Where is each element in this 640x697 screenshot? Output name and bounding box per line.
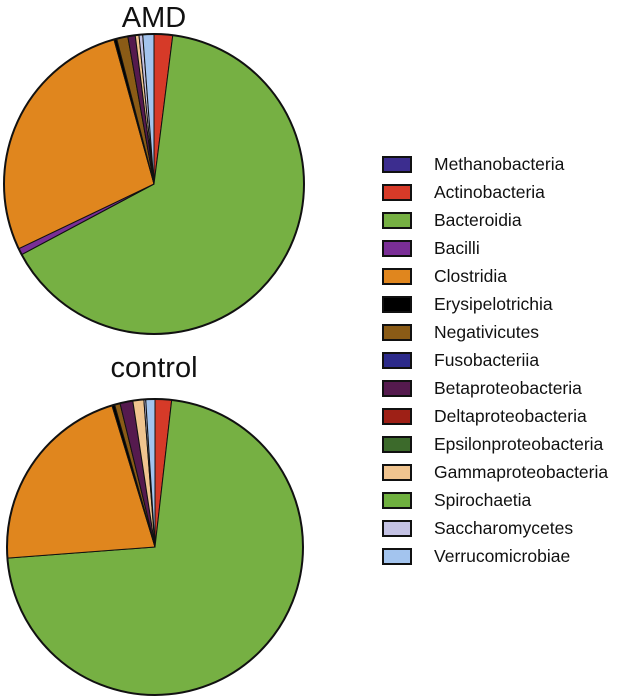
legend-item: Gammaproteobacteria — [382, 458, 608, 486]
legend-item: Betaproteobacteria — [382, 374, 608, 402]
legend-swatch — [382, 323, 412, 341]
legend-label: Actinobacteria — [434, 181, 545, 202]
legend-item: Saccharomycetes — [382, 514, 608, 542]
legend-swatch — [382, 379, 412, 397]
legend-label: Epsilonproteobacteria — [434, 433, 604, 454]
legend-label: Fusobacteriia — [434, 349, 540, 370]
legend-swatch — [382, 239, 412, 257]
legend-item: Erysipelotrichia — [382, 290, 608, 318]
legend-swatch — [382, 491, 412, 509]
legend-swatch — [382, 407, 412, 425]
legend-item: Bacteroidia — [382, 206, 608, 234]
legend-label: Saccharomycetes — [434, 517, 574, 538]
legend-swatch — [382, 463, 412, 481]
legend-label: Deltaproteobacteria — [434, 405, 587, 426]
legend-swatch — [382, 267, 412, 285]
legend-swatch — [382, 519, 412, 537]
pie-control — [6, 398, 304, 696]
legend-item: Epsilonproteobacteria — [382, 430, 608, 458]
legend-swatch — [382, 211, 412, 229]
legend-label: Bacilli — [434, 237, 480, 258]
legend-swatch — [382, 351, 412, 369]
pie-amd — [3, 33, 305, 335]
legend: Methanobacteria Actinobacteria Bacteroidia… — [382, 150, 608, 570]
legend-label: Erysipelotrichia — [434, 293, 553, 314]
legend-label: Verrucomicrobiae — [434, 545, 571, 566]
legend-label: Clostridia — [434, 265, 507, 286]
legend-label: Betaproteobacteria — [434, 377, 582, 398]
legend-swatch — [382, 547, 412, 565]
pie-outline — [3, 33, 305, 335]
pie-outline — [6, 398, 304, 696]
legend-swatch — [382, 155, 412, 173]
legend-item: Fusobacteriia — [382, 346, 608, 374]
legend-label: Bacteroidia — [434, 209, 522, 230]
legend-item: Verrucomicrobiae — [382, 542, 608, 570]
legend-label: Methanobacteria — [434, 153, 565, 174]
legend-swatch — [382, 295, 412, 313]
pie-title-amd: AMD — [121, 2, 187, 34]
legend-item: Deltaproteobacteria — [382, 402, 608, 430]
legend-item: Bacilli — [382, 234, 608, 262]
legend-label: Spirochaetia — [434, 489, 532, 510]
legend-label: Gammaproteobacteria — [434, 461, 609, 482]
legend-label: Negativicutes — [434, 321, 540, 342]
legend-swatch — [382, 183, 412, 201]
pie-title-control: control — [110, 352, 198, 384]
legend-item: Methanobacteria — [382, 150, 608, 178]
legend-item: Spirochaetia — [382, 486, 608, 514]
legend-item: Negativicutes — [382, 318, 608, 346]
legend-swatch — [382, 435, 412, 453]
legend-item: Actinobacteria — [382, 178, 608, 206]
legend-item: Clostridia — [382, 262, 608, 290]
